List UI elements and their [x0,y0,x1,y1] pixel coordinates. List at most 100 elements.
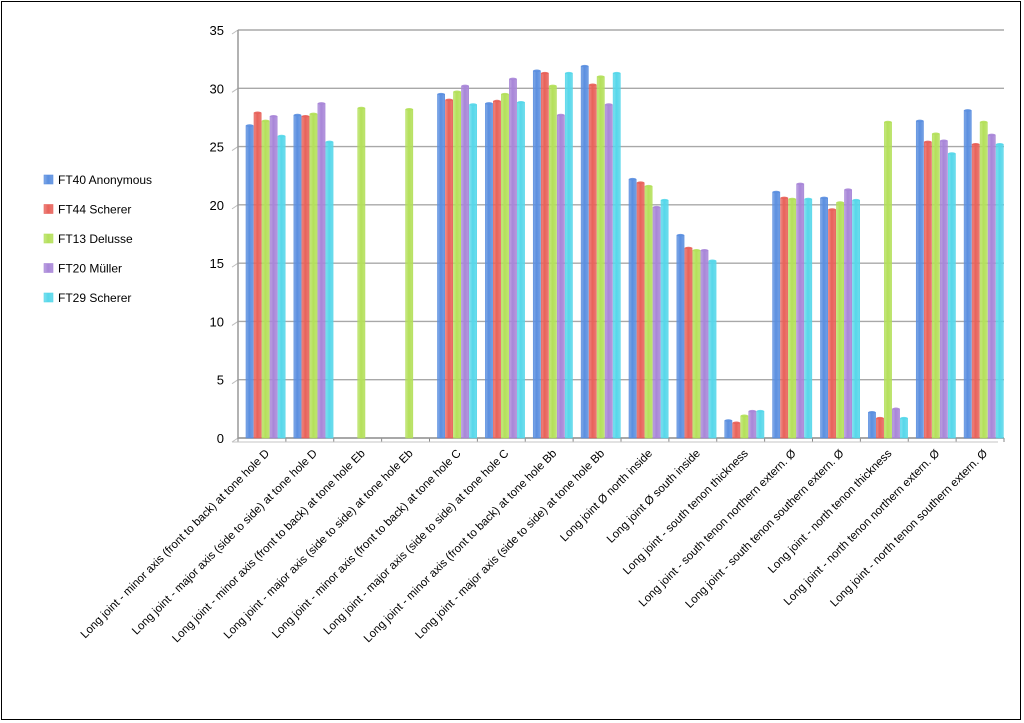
bar-cap [948,152,956,155]
bar-cap [437,92,445,96]
bar [564,72,573,439]
bar-cap [828,208,836,211]
bar-cap [653,205,661,209]
bar-cap [613,71,621,75]
bar-cap [972,142,980,146]
bar-cap [517,100,525,104]
y-tick-label: 10 [210,314,224,329]
legend-label: FT40 Anonymous [58,173,152,187]
bar-cap [325,140,334,144]
bar-cap [254,111,262,115]
bar [652,206,661,439]
y-tick-label: 30 [210,81,224,96]
bar-cap [772,190,780,194]
bar-cap [700,249,709,252]
bar [900,417,908,439]
bar [509,78,517,439]
bar-cap [246,124,254,127]
bar [580,65,589,439]
bar [939,140,948,439]
bar-cap [820,196,828,200]
bar [820,197,828,439]
bar [732,422,741,439]
bar [604,104,613,439]
bar-cap [445,98,453,102]
bar [772,191,781,439]
bar [828,209,836,439]
bar [995,143,1004,439]
bar-cap [278,134,286,138]
bar-cap [756,409,764,413]
bar-cap [589,83,597,87]
y-tick-label: 25 [210,140,224,155]
legend-label: FT29 Scherer [58,291,131,305]
legend-swatch [43,204,54,214]
bar [923,141,932,439]
bar [253,112,262,439]
bar [461,85,469,439]
bar-cap [900,416,908,420]
bar-cap [932,132,940,136]
bar-cap [684,246,693,250]
bar-cap [964,109,972,112]
bars [245,64,1004,439]
bar-cap [509,77,517,81]
y-tick-labels: 0 5 10 15 20 25 30 35 [210,23,224,446]
bar [548,85,557,439]
bar-cap [453,90,461,94]
bar-cap [876,416,884,420]
bar [309,113,318,439]
legend-label: FT13 Delusse [58,232,133,246]
bar [453,91,461,439]
bar-cap [892,407,900,411]
bar-cap [796,182,804,186]
gridline-depth [231,262,239,268]
gridline-depth [231,379,239,385]
bar [469,104,477,439]
bar-cap [485,102,493,105]
bar [844,189,852,439]
bar-cap [309,112,318,116]
bar [269,115,278,439]
bar-cap [868,411,876,414]
bar-cap [988,133,996,137]
bar [876,417,884,439]
bar [947,153,956,439]
gridline-depth [231,321,239,326]
bar [700,250,709,439]
x-tick-labels: Long joint - minor axis (front to back) … [79,447,991,645]
bar-cap [676,233,685,237]
bar [660,199,669,439]
bar [804,198,813,439]
legend-label: FT44 Scherer [58,203,131,217]
bar [261,120,270,439]
bar [756,410,765,439]
bar [780,197,789,439]
y-tick-label: 0 [217,431,224,446]
bar-cap [357,106,365,110]
bar [517,101,525,439]
bar [788,198,797,439]
x-tick-label: Long joint - major axis (side to side) a… [130,448,320,638]
bar [405,108,414,439]
bar [437,93,445,439]
bar-cap [317,102,326,105]
bar [245,125,254,439]
bar-cap [541,71,549,75]
bar [596,76,605,439]
bar [684,247,693,439]
bar [740,415,749,439]
bar-cap [469,103,477,106]
bar-cap [996,142,1004,146]
gridline-depth [231,87,239,93]
bar-cap [493,99,501,103]
bar-cap [461,84,469,88]
bar [532,70,541,439]
bar [612,72,621,439]
bar-cap [549,84,557,88]
bar-cap [884,120,892,124]
bar-cap [780,196,788,200]
bar [501,93,509,439]
